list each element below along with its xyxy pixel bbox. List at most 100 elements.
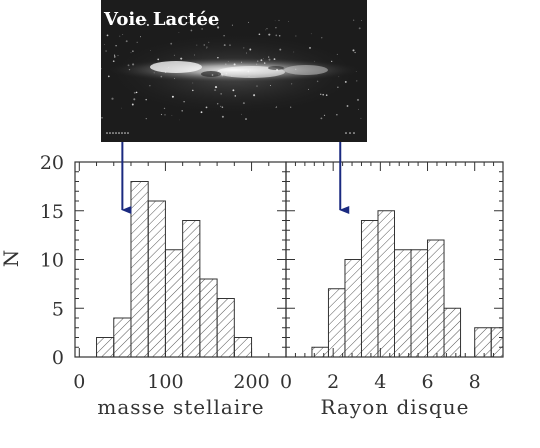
star: [242, 102, 245, 105]
star: [279, 48, 282, 51]
star: [112, 60, 115, 63]
star: [231, 75, 232, 77]
star: [114, 54, 116, 56]
star: [168, 67, 169, 68]
star: [314, 60, 315, 62]
star: [275, 27, 277, 29]
star: [111, 97, 114, 100]
star: [265, 29, 267, 31]
star: [214, 86, 218, 89]
star: [218, 70, 220, 71]
star: [231, 24, 233, 26]
star: [274, 20, 276, 22]
star: [256, 85, 258, 87]
star: [163, 107, 166, 110]
mass-histogram-bar: [285, 346, 286, 357]
star: [132, 63, 135, 66]
y-tick-label: 20: [40, 152, 64, 174]
radius-histogram-bar: [427, 239, 445, 357]
x-tick-label: 0: [280, 371, 292, 393]
star: [356, 98, 360, 101]
star: [145, 23, 147, 25]
star: [337, 86, 339, 88]
star: [227, 61, 229, 62]
radius-histogram-bar: [377, 210, 395, 357]
star: [268, 33, 271, 36]
star: [358, 108, 359, 110]
star: [246, 52, 247, 54]
mass-histogram-bar: [216, 298, 235, 357]
star: [127, 64, 130, 67]
star: [234, 95, 237, 97]
star: [336, 114, 338, 116]
star: [106, 34, 109, 37]
star: [354, 51, 356, 54]
star: [218, 74, 220, 76]
star: [352, 49, 355, 52]
star: [150, 50, 151, 51]
y-tick-label: 5: [52, 298, 64, 320]
star: [115, 45, 117, 47]
radius-histogram-bar: [474, 327, 492, 357]
star: [323, 114, 326, 117]
star: [146, 23, 149, 27]
star: [225, 72, 228, 75]
star: [217, 103, 219, 105]
star: [225, 63, 227, 65]
star: [319, 93, 322, 96]
mass-histogram-bar: [113, 317, 132, 357]
star: [247, 70, 250, 73]
star: [188, 22, 190, 24]
radius-histogram-bar: [344, 259, 362, 357]
star: [260, 59, 263, 62]
star: [117, 55, 119, 57]
star: [268, 58, 271, 61]
star: [136, 41, 138, 44]
star: [196, 44, 198, 46]
star: [338, 76, 340, 78]
milky-way-image: Voie Lactée: [101, 0, 367, 142]
star: [203, 44, 205, 46]
x-tick-label: 8: [469, 371, 481, 393]
star: [241, 113, 242, 115]
star: [101, 117, 103, 119]
star: [164, 71, 167, 73]
star: [360, 117, 362, 119]
star: [131, 103, 134, 106]
star: [232, 89, 235, 92]
star: [206, 48, 208, 49]
star: [221, 115, 224, 118]
star: [258, 33, 261, 36]
star: [170, 42, 173, 45]
star: [316, 80, 319, 83]
star: [291, 83, 293, 85]
star: [180, 57, 183, 60]
star: [119, 35, 121, 37]
star: [144, 19, 147, 22]
star: [174, 78, 175, 79]
star: [358, 27, 361, 30]
x-tick-label: 2: [327, 371, 339, 393]
star: [233, 63, 236, 66]
star: [223, 44, 226, 47]
star: [295, 68, 297, 70]
star: [322, 93, 325, 96]
star: [122, 33, 124, 35]
star: [125, 40, 128, 43]
y-tick-label: 10: [40, 250, 64, 272]
star: [356, 80, 358, 82]
star: [309, 47, 311, 49]
radius-histogram-bar: [327, 288, 346, 357]
star: [187, 70, 189, 72]
y-tick-label: 15: [40, 201, 64, 223]
star: [192, 82, 194, 84]
star: [262, 58, 264, 59]
mass-histogram-panel: 0 100 200 0 5 10 15 20: [40, 142, 287, 393]
photo-title: Voie Lactée: [103, 9, 219, 30]
star: [336, 53, 338, 55]
x-tick-label: 4: [374, 371, 386, 393]
star: [200, 111, 203, 114]
star: [278, 35, 281, 37]
radius-histogram-bar: [443, 307, 462, 357]
star: [211, 74, 214, 76]
